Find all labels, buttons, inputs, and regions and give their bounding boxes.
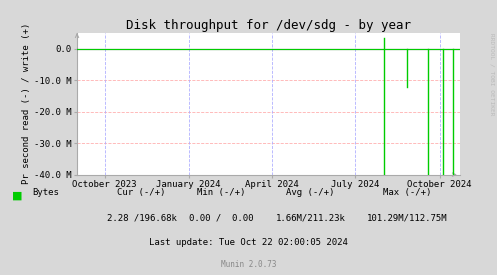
Text: RRDTOOL / TOBI OETIKER: RRDTOOL / TOBI OETIKER <box>490 33 495 116</box>
Text: Max (-/+): Max (-/+) <box>383 188 432 197</box>
Title: Disk throughput for /dev/sdg - by year: Disk throughput for /dev/sdg - by year <box>126 19 411 32</box>
Text: Min (-/+): Min (-/+) <box>197 188 246 197</box>
Text: Munin 2.0.73: Munin 2.0.73 <box>221 260 276 269</box>
Text: ■: ■ <box>12 191 23 201</box>
Text: 0.00 /  0.00: 0.00 / 0.00 <box>189 213 253 222</box>
Y-axis label: Pr second read (-) / write (+): Pr second read (-) / write (+) <box>22 23 31 185</box>
Text: Last update: Tue Oct 22 02:00:05 2024: Last update: Tue Oct 22 02:00:05 2024 <box>149 238 348 247</box>
Text: Avg (-/+): Avg (-/+) <box>286 188 335 197</box>
Text: Cur (-/+): Cur (-/+) <box>117 188 166 197</box>
Text: 101.29M/112.75M: 101.29M/112.75M <box>367 213 448 222</box>
Text: 2.28 /196.68k: 2.28 /196.68k <box>107 213 176 222</box>
Text: 1.66M/211.23k: 1.66M/211.23k <box>276 213 345 222</box>
Text: Bytes: Bytes <box>32 188 59 197</box>
